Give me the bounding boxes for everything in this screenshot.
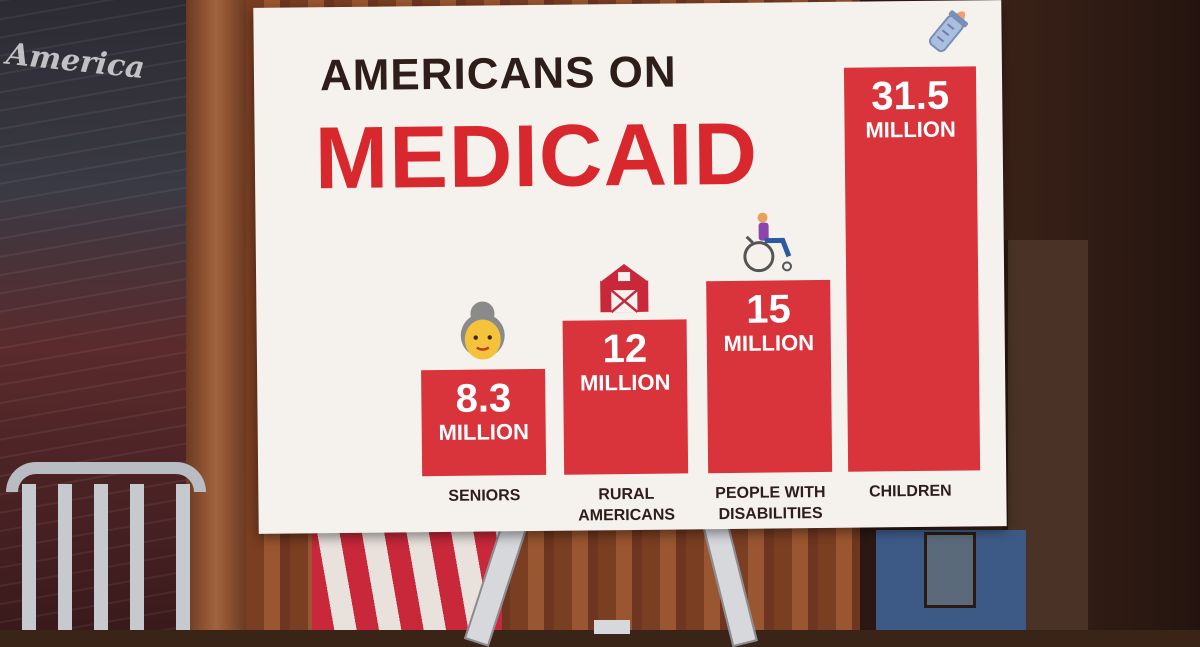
wheelchair-user-icon: [743, 212, 793, 273]
bar-2: 12 MILLION: [562, 319, 689, 475]
category-label: SENIORS: [448, 487, 521, 505]
bar-unit-label: MILLION: [723, 330, 815, 357]
chart-title-line2: MEDICAID: [314, 103, 759, 208]
bar-4: 31.5 MILLION: [843, 66, 981, 472]
chair-slat: [94, 484, 108, 630]
chart-title-line1: AMERICANS ON: [319, 47, 677, 101]
metal-chair: [0, 462, 220, 630]
american-flag: [312, 528, 502, 630]
chair-slat: [22, 484, 36, 630]
background-pillar: [186, 0, 246, 630]
medicaid-poster: AMERICANS ON MEDICAID 8.3 MILL: [253, 0, 1007, 534]
bar-unit-label: MILLION: [438, 419, 530, 446]
chair-slat: [58, 484, 72, 630]
bar-unit-label: MILLION: [579, 369, 671, 396]
easel-foot: [594, 620, 630, 634]
bar-1: 8.3 MILLION: [421, 368, 547, 477]
bar-value-label: 31.5: [871, 73, 950, 119]
category-label: RURAL AMERICANS: [578, 485, 676, 525]
senior-woman-icon: [460, 301, 505, 360]
barn-icon: [599, 260, 650, 314]
bar-value-label: 8.3: [455, 376, 512, 421]
background-picture-frame: [924, 532, 976, 608]
chair-slat: [176, 484, 190, 630]
bar-unit-label: MILLION: [865, 116, 956, 143]
bar-value-label: 15: [745, 287, 791, 332]
bar-value-label: 12: [602, 326, 648, 372]
category-label: PEOPLE WITH DISABILITIES: [715, 483, 826, 524]
chair-slat: [130, 484, 144, 630]
bar-3: 15 MILLION: [706, 279, 833, 474]
baby-bottle-icon: [929, 10, 969, 53]
category-label: CHILDREN: [868, 482, 952, 501]
